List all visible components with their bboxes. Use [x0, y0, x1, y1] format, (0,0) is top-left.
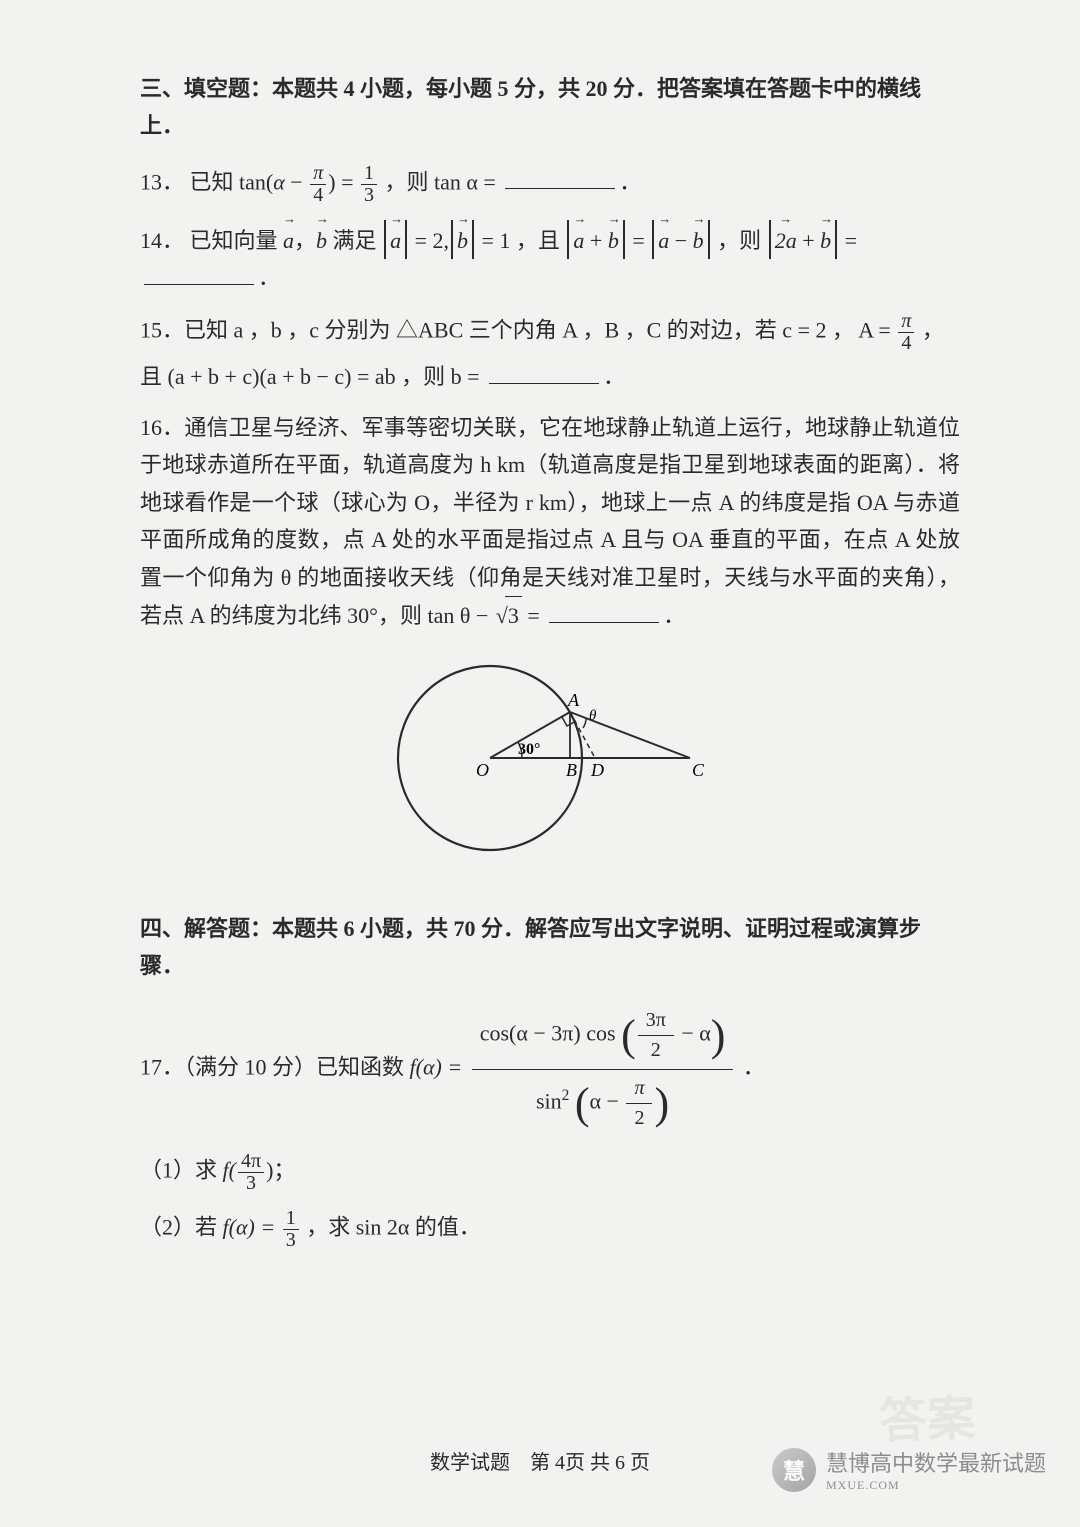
q13-num: 13．: [140, 169, 184, 194]
label-A: A: [567, 690, 580, 710]
q16-diagram: O B D C A 30° θ: [140, 648, 960, 879]
q16-eq: =: [522, 603, 545, 628]
comma: ，: [294, 228, 316, 253]
eqa: = 2,: [409, 228, 449, 253]
q17-denominator: sin2 (α − π2): [472, 1070, 734, 1137]
question-16: 16．通信卫星与经济、军事等密切关联，它在地球静止轨道上运行，地球静止轨道位于地…: [140, 409, 960, 634]
q16-end: ．: [663, 603, 685, 628]
label-C: C: [692, 760, 705, 780]
q13-eq: ) =: [328, 169, 359, 194]
label-30: 30°: [518, 741, 540, 758]
wm-text: 慧博高中数学最新试题: [826, 1446, 1046, 1478]
exam-page: 三、填空题：本题共 4 小题，每小题 5 分，共 20 分．把答案填在答题卡中的…: [0, 0, 1080, 1305]
q17-part1: （1）求 f(4π3)；: [140, 1151, 960, 1194]
wm-logo-icon: 慧: [772, 1448, 816, 1492]
q16-num: 16．: [140, 415, 184, 440]
q15-end: ．: [603, 364, 625, 389]
diagram-svg: O B D C A 30° θ: [370, 648, 730, 868]
vec-b: b: [316, 220, 327, 259]
q17-lead: （满分 10 分）已知函数: [184, 1055, 410, 1080]
blank-13: [505, 170, 615, 190]
abs-a: a: [384, 220, 407, 259]
frac-pi-4: π4: [310, 163, 326, 206]
q17-num: 17．: [140, 1055, 184, 1080]
abs-b: b: [451, 220, 474, 259]
alpha: α: [273, 169, 285, 194]
part2-label: （2）若: [140, 1215, 223, 1240]
eq3: =: [839, 228, 857, 253]
q17-fname: f(α) =: [410, 1055, 468, 1080]
channel-watermark: 慧 慧博高中数学最新试题 MXUE.COM: [772, 1446, 1046, 1493]
q14-end: ．: [258, 265, 280, 290]
q14-pre: 已知向量: [190, 228, 284, 253]
label-O: O: [476, 760, 489, 780]
section4-heading: 四、解答题：本题共 6 小题，共 70 分．解答应写出文字说明、证明过程或演算步…: [140, 910, 960, 985]
section3-heading: 三、填空题：本题共 4 小题，每小题 5 分，共 20 分．把答案填在答题卡中的…: [140, 70, 960, 145]
q15-line1b: ，: [916, 317, 944, 342]
eqb: = 1 ，且: [476, 228, 565, 253]
q17-bigfrac: cos(α − 3π) cos (3π2 − α) sin2 (α − π2): [472, 1002, 734, 1137]
sqrt3: 3: [494, 596, 522, 634]
frac-pi-4b: π4: [898, 311, 914, 354]
q17-end: ．: [743, 1055, 765, 1080]
question-13: 13． 已知 tan(α − π4) = 13 ，则 tan α = ．: [140, 163, 960, 206]
question-17: 17．（满分 10 分）已知函数 f(α) = cos(α − 3π) cos …: [140, 1002, 960, 1137]
blank-14: [144, 265, 254, 285]
q15-line1a: 已知 a ，b ，c 分别为 △ABC 三个内角 A ，B ，C 的对边，若 c…: [184, 317, 896, 342]
q13-text-pre: 已知 tan(: [190, 169, 274, 194]
part1-label: （1）求: [140, 1158, 223, 1183]
label-B: B: [566, 760, 577, 780]
vec-a: a: [283, 220, 294, 259]
abs-aminusb: a − b: [652, 220, 709, 259]
q17-numerator: cos(α − 3π) cos (3π2 − α): [472, 1002, 734, 1070]
eq2: =: [627, 228, 650, 253]
blank-15: [489, 364, 599, 384]
q13-minus: −: [285, 169, 308, 194]
wm-sub: MXUE.COM: [826, 1478, 1046, 1493]
q14-mid2: 满足: [327, 228, 382, 253]
abs-aplusb: a + b: [567, 220, 624, 259]
wm-column: 慧博高中数学最新试题 MXUE.COM: [826, 1446, 1046, 1493]
frac-1-3: 13: [361, 163, 377, 206]
q17-part2: （2）若 f(α) = 13 ，求 sin 2α 的值．: [140, 1208, 960, 1251]
q16-text: 通信卫星与经济、军事等密切关联，它在地球静止轨道上运行，地球静止轨道位于地球赤道…: [140, 415, 960, 628]
q15-num: 15．: [140, 317, 184, 342]
q13-post: ，则 tan α =: [379, 169, 501, 194]
question-14: 14． 已知向量 a，b 满足 a = 2,b = 1 ，且 a + b = a…: [140, 220, 960, 297]
label-D: D: [590, 760, 604, 780]
q15-line2a: 且 (a + b + c)(a + b − c) = ab ，则 b =: [140, 364, 485, 389]
blank-16: [549, 603, 659, 623]
q13-end: ．: [619, 169, 641, 194]
q14-num: 14．: [140, 228, 184, 253]
label-theta: θ: [589, 708, 597, 724]
q14-post: ，则: [712, 228, 767, 253]
abs-2aplusb: 2a + b: [769, 220, 837, 259]
question-15: 15．已知 a ，b ，c 分别为 △ABC 三个内角 A ，B ，C 的对边，…: [140, 311, 960, 395]
